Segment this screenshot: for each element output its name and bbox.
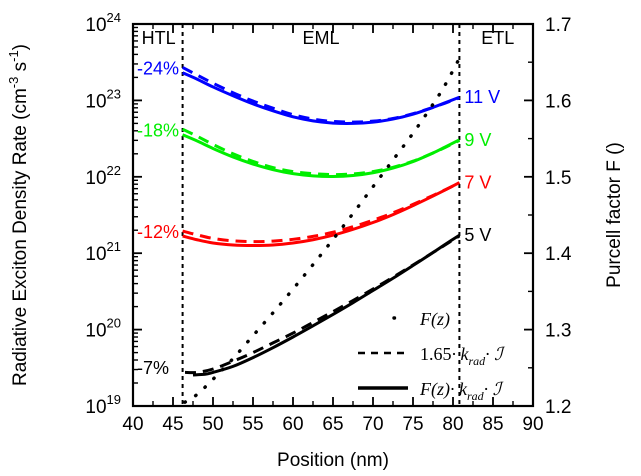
voltage-label-9v: 9 V [464,130,491,150]
y2-tick-label: 1.2 [545,397,571,418]
x-tick-label: 55 [242,414,263,435]
legend: F(z) 1.65· krad· ℐ F(z)· krad· ℐ [358,309,506,403]
y-tick-label: 1023 [85,86,121,112]
plot-frame [131,22,535,408]
x-tick-label: 90 [522,414,543,435]
reduction-label-9v: -18% [137,120,179,140]
voltage-label-7v: 7 V [464,173,491,193]
curve-solid-7v [182,181,461,248]
y2-tick-label: 1.3 [545,321,571,342]
x-tick-label: 70 [362,414,383,435]
x-tick-label: 80 [442,414,463,435]
x-tick-label: 60 [282,414,303,435]
plot-area-background [133,24,533,406]
y2-axis-title: Purcell factor F () [604,142,625,288]
x-tick-label: 85 [482,414,503,435]
curve-purcell-fz [183,56,462,404]
y-tick-label: 1021 [85,239,121,265]
y-tick-label: 1020 [85,316,121,342]
y-tick-label: 1019 [85,392,121,418]
voltage-label-11v: 11 V [464,87,500,107]
curve-dashed-9v [181,127,461,177]
region-label-htl: HTL [142,28,176,48]
region-label-eml: EML [302,28,339,48]
y2-tick-label: 1.4 [545,244,572,265]
region-label-etl: ETL [481,28,514,48]
curve-solid-9v [182,133,461,178]
y-tick-label: 1022 [85,163,121,189]
legend-label-2: F(z)· krad· ℐ [419,379,505,403]
voltage-labels: 11 V 9 V 7 V 5 V [464,87,500,245]
curve-dashed-7v [182,181,461,244]
x-tick-label: 45 [162,414,183,435]
reduction-annotations: -24% -18% -12% -7% [137,58,179,377]
x-tick-label: 75 [402,414,423,435]
x-axis-ticks: 40 45 50 55 60 65 70 75 80 85 90 [122,24,544,435]
legend-label-1: 1.65· krad· ℐ [420,344,506,368]
legend-label-0: F(z) [419,309,450,330]
reduction-label-7v: -12% [137,222,179,242]
x-tick-label: 40 [122,414,143,435]
x-axis-title: Position (nm) [277,450,389,471]
y2-axis-ticks: 1.2 1.3 1.4 1.5 1.6 1.7 [524,15,572,418]
curve-solid-11v [181,71,460,125]
reduction-label-5v: -7% [137,358,169,378]
y-axis-title: Radiative Exciton Density Rate (cm-3 s-1… [6,44,31,386]
y2-tick-label: 1.5 [545,168,571,189]
x-tick-label: 65 [322,414,343,435]
data-curves [181,56,462,404]
reduction-label-11v: -24% [137,58,179,78]
curve-dashed-5v [184,234,461,375]
y2-tick-label: 1.7 [545,15,571,36]
voltage-label-5v: 5 V [464,225,491,245]
x-tick-label: 50 [202,414,223,435]
y-tick-label: 1024 [85,10,121,36]
region-labels: HTL EML ETL [142,28,515,48]
y2-tick-label: 1.6 [545,91,571,112]
